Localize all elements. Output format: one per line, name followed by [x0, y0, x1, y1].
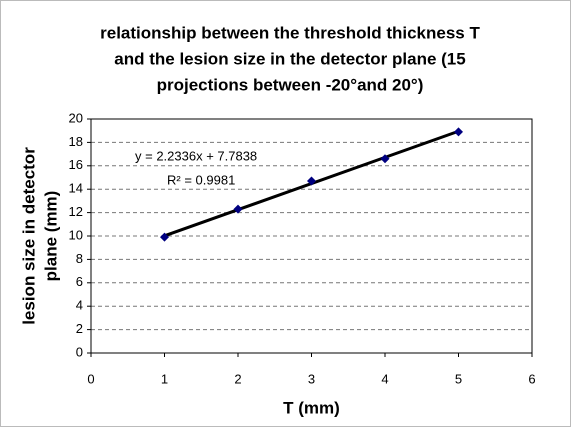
y-tick-label: 6 — [76, 274, 83, 289]
y-tick-label: 16 — [69, 157, 83, 172]
y-tick-label: 18 — [69, 134, 83, 149]
y-tick-label: 10 — [69, 227, 83, 242]
x-tick-label: 6 — [528, 371, 535, 386]
point — [380, 154, 390, 164]
x-tick-label: 3 — [308, 371, 315, 386]
y-axis-label: plane (mm) — [41, 191, 60, 282]
point — [233, 204, 243, 214]
y-axis-label: lesion size in detector — [19, 147, 38, 325]
point — [307, 176, 316, 186]
plot-frame — [90, 118, 533, 354]
y-tick-label: 2 — [76, 321, 83, 336]
y-tick-label: 8 — [76, 251, 83, 266]
x-tick-label: 5 — [455, 371, 462, 386]
trendline-r2: R² = 0.9981 — [167, 172, 235, 187]
y-tick-label: 20 — [69, 110, 83, 125]
chart-title: and the lesion size in the detector plan… — [114, 49, 465, 68]
x-tick-label: 2 — [234, 371, 241, 386]
x-tick-label: 0 — [87, 371, 94, 386]
point — [160, 232, 169, 242]
x-tick-label: 1 — [161, 371, 168, 386]
y-tick-label: 14 — [69, 181, 83, 196]
point — [454, 127, 463, 137]
trendline-equation: y = 2.2336x + 7.7838 — [135, 148, 257, 163]
x-axis-label: T (mm) — [283, 398, 340, 417]
y-tick-label: 4 — [76, 298, 83, 313]
chart-title: relationship between the threshold thick… — [100, 23, 480, 42]
y-tick-label: 12 — [69, 204, 83, 219]
chart-title: projections between -20°and 20°) — [157, 75, 424, 94]
y-tick-label: 0 — [76, 344, 83, 359]
x-tick-label: 4 — [381, 371, 388, 386]
